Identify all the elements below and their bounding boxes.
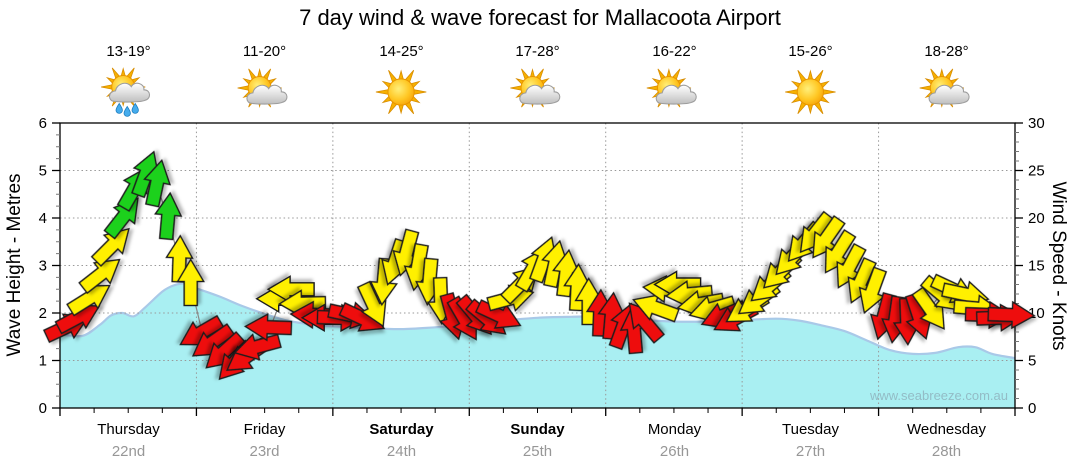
wind-arrow <box>474 299 522 329</box>
right-axis-tick-20: 20 <box>1028 210 1045 227</box>
wind-arrow <box>90 227 130 267</box>
right-axis-tick-15: 15 <box>1028 258 1045 275</box>
wind-arrow <box>176 258 205 307</box>
left-axis-tick-3: 3 <box>39 258 47 275</box>
weather-icon-sun-cloud <box>646 68 697 108</box>
temp-label-saturday: 14-25° <box>379 43 424 60</box>
wind-arrows <box>42 150 1036 381</box>
page-title: 7 day wind & wave forecast for Mallacoot… <box>299 5 781 30</box>
weather-icon-sun-cloud <box>919 68 970 108</box>
wind-arrow <box>154 191 183 241</box>
date-label-24th: 24th <box>386 443 417 460</box>
left-axis-tick-6: 6 <box>39 115 47 132</box>
right-axis-title: Wind Speed - Knots <box>1048 181 1069 351</box>
wind-arrow <box>243 313 293 342</box>
day-label-thursday: Thursday <box>97 421 160 438</box>
left-axis-tick-5: 5 <box>39 163 47 180</box>
temp-label-thursday: 13-19° <box>106 43 151 60</box>
date-label-25th: 25th <box>522 443 553 460</box>
weather-icon-sun-cloud <box>237 68 288 108</box>
right-axis-tick-0: 0 <box>1028 400 1036 417</box>
date-label-26th: 26th <box>659 443 690 460</box>
wind-arrow <box>632 294 680 323</box>
wind-arrow <box>143 159 171 208</box>
day-label-wednesday: Wednesday <box>907 421 986 438</box>
temp-label-monday: 16-22° <box>652 43 697 60</box>
day-label-tuesday: Tuesday <box>782 421 839 438</box>
wind-arrow <box>78 258 121 295</box>
day-label-sunday: Sunday <box>510 421 565 438</box>
temp-label-wednesday: 18-28° <box>924 43 969 60</box>
wind-arrow <box>812 215 846 259</box>
right-axis-tick-10: 10 <box>1028 305 1045 322</box>
wind-arrow <box>824 229 857 274</box>
axes-frame: 0 1 2 3 4 5 6 0 5 10 15 20 25 30 <box>39 115 1045 417</box>
wind-arrow <box>131 150 160 199</box>
weather-icon-sun-cloud <box>510 68 561 108</box>
left-axis-tick-2: 2 <box>39 305 47 322</box>
weather-icon-sun <box>375 69 427 115</box>
date-label-22nd: 22nd <box>111 443 146 460</box>
wind-arrow <box>858 266 888 315</box>
temp-label-sunday: 17-28° <box>515 43 560 60</box>
right-axis-tick-25: 25 <box>1028 163 1045 180</box>
date-label-23rd: 23rd <box>249 443 280 460</box>
day-label-saturday: Saturday <box>369 421 434 438</box>
wind-arrow <box>541 239 569 289</box>
watermark: www.seabreeze.com.au <box>869 388 1008 403</box>
right-axis-tick-30: 30 <box>1028 115 1045 132</box>
wind-arrow <box>836 242 867 289</box>
right-axis-tick-5: 5 <box>1028 353 1036 370</box>
date-label-28th: 28th <box>931 443 962 460</box>
wind-arrow <box>987 300 1036 330</box>
date-label-27th: 27th <box>795 443 826 460</box>
left-axis-tick-4: 4 <box>39 210 47 227</box>
day-label-friday: Friday <box>243 421 286 438</box>
temp-label-friday: 11-20° <box>242 43 287 60</box>
weather-icon-sun-cloud-rain <box>101 67 151 117</box>
day-label-monday: Monday <box>647 421 702 438</box>
left-axis-title: Wave Height - Metres <box>4 173 25 357</box>
wind-arrow <box>233 333 282 361</box>
weather-icon-sun <box>785 69 836 115</box>
temp-label-tuesday: 15-26° <box>788 43 833 60</box>
left-axis-tick-1: 1 <box>39 353 47 370</box>
left-axis-tick-0: 0 <box>39 400 47 417</box>
